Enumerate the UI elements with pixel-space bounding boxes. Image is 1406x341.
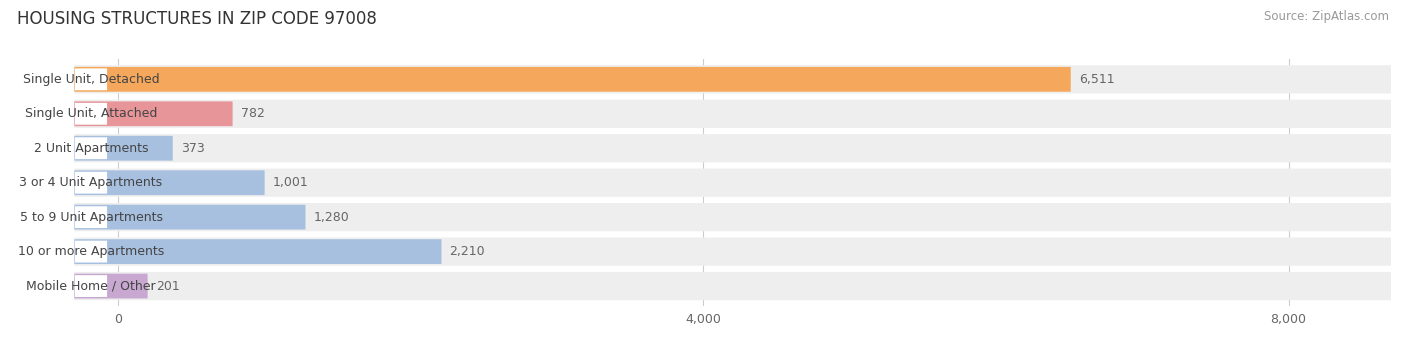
FancyBboxPatch shape [75,101,232,126]
FancyBboxPatch shape [75,100,1391,128]
FancyBboxPatch shape [75,203,1391,231]
FancyBboxPatch shape [75,206,107,228]
FancyBboxPatch shape [75,136,173,161]
Text: 3 or 4 Unit Apartments: 3 or 4 Unit Apartments [20,176,163,189]
FancyBboxPatch shape [75,69,107,90]
Text: 5 to 9 Unit Apartments: 5 to 9 Unit Apartments [20,211,163,224]
FancyBboxPatch shape [75,237,1391,266]
FancyBboxPatch shape [75,65,1391,93]
FancyBboxPatch shape [75,103,107,125]
FancyBboxPatch shape [75,67,1071,92]
FancyBboxPatch shape [75,241,107,263]
Text: 10 or more Apartments: 10 or more Apartments [18,245,165,258]
FancyBboxPatch shape [75,134,1391,162]
FancyBboxPatch shape [75,168,1391,197]
FancyBboxPatch shape [75,239,441,264]
FancyBboxPatch shape [75,172,107,194]
Text: 2,210: 2,210 [450,245,485,258]
Text: 201: 201 [156,280,180,293]
Text: 2 Unit Apartments: 2 Unit Apartments [34,142,148,155]
FancyBboxPatch shape [75,274,148,298]
FancyBboxPatch shape [75,275,107,297]
Text: Mobile Home / Other: Mobile Home / Other [27,280,156,293]
Text: HOUSING STRUCTURES IN ZIP CODE 97008: HOUSING STRUCTURES IN ZIP CODE 97008 [17,10,377,28]
Text: Single Unit, Detached: Single Unit, Detached [22,73,159,86]
FancyBboxPatch shape [75,170,264,195]
Text: 1,280: 1,280 [314,211,349,224]
Text: 1,001: 1,001 [273,176,308,189]
FancyBboxPatch shape [75,137,107,159]
FancyBboxPatch shape [75,272,1391,300]
Text: Single Unit, Attached: Single Unit, Attached [25,107,157,120]
Text: 782: 782 [240,107,264,120]
FancyBboxPatch shape [75,205,305,229]
Text: 373: 373 [181,142,205,155]
Text: Source: ZipAtlas.com: Source: ZipAtlas.com [1264,10,1389,23]
Text: 6,511: 6,511 [1078,73,1115,86]
